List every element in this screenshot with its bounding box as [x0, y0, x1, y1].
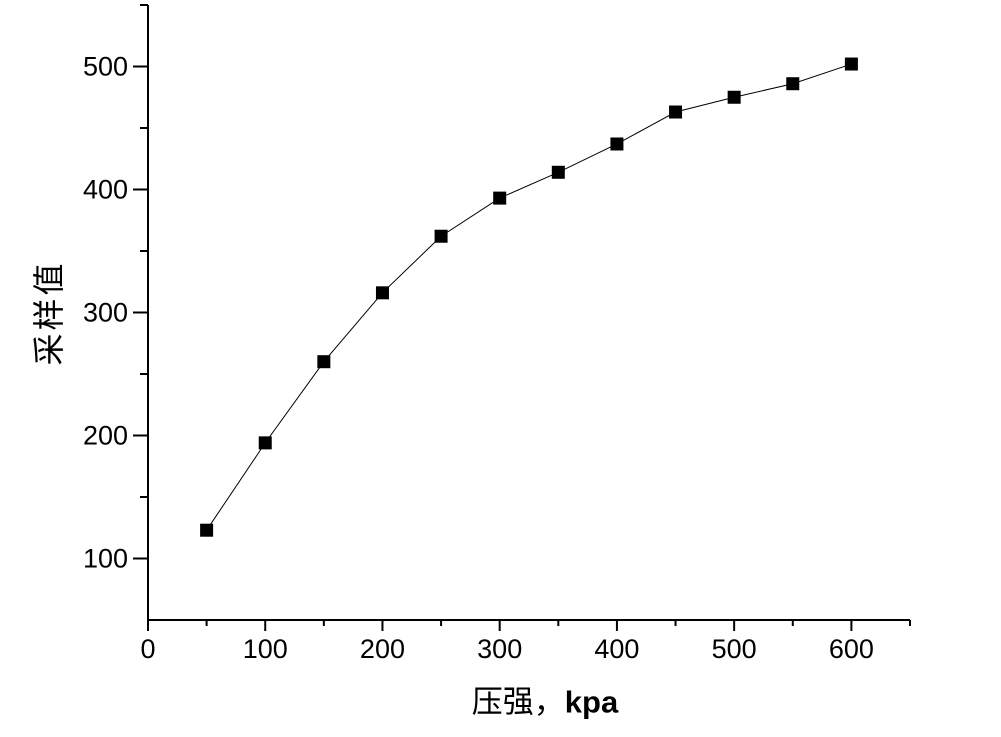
data-point-marker [610, 137, 624, 151]
y-tick-label: 300 [83, 298, 128, 328]
y-tick-label: 500 [83, 52, 128, 82]
data-point-marker [200, 523, 214, 537]
data-point-marker [727, 90, 741, 104]
x-axis-title-cjk: 压强， [471, 684, 565, 721]
data-point-marker [258, 436, 272, 450]
y-tick-label: 200 [83, 421, 128, 451]
x-axis-title-unit: kpa [564, 684, 619, 720]
y-tick-label: 400 [83, 175, 128, 205]
y-axis-title: 采样值 [24, 260, 70, 365]
x-axis-title: 压强，kpa [472, 677, 618, 722]
y-tick-label: 100 [83, 544, 128, 574]
x-tick-label: 0 [140, 634, 155, 664]
data-point-marker [844, 57, 858, 71]
data-point-marker [551, 165, 565, 179]
data-point-marker [493, 191, 507, 205]
data-point-marker [317, 355, 331, 369]
data-point-marker [434, 229, 448, 243]
series-line [206, 63, 852, 531]
x-tick-label: 100 [243, 634, 288, 664]
x-tick-label: 600 [829, 634, 874, 664]
x-tick-label: 400 [594, 634, 639, 664]
data-point-marker [669, 105, 683, 119]
x-tick-label: 300 [477, 634, 522, 664]
data-point-marker [375, 286, 389, 300]
x-tick-label: 200 [360, 634, 405, 664]
data-point-marker [786, 77, 800, 91]
y-axis-title-text: 采样值 [30, 260, 68, 366]
x-tick-label: 500 [712, 634, 757, 664]
